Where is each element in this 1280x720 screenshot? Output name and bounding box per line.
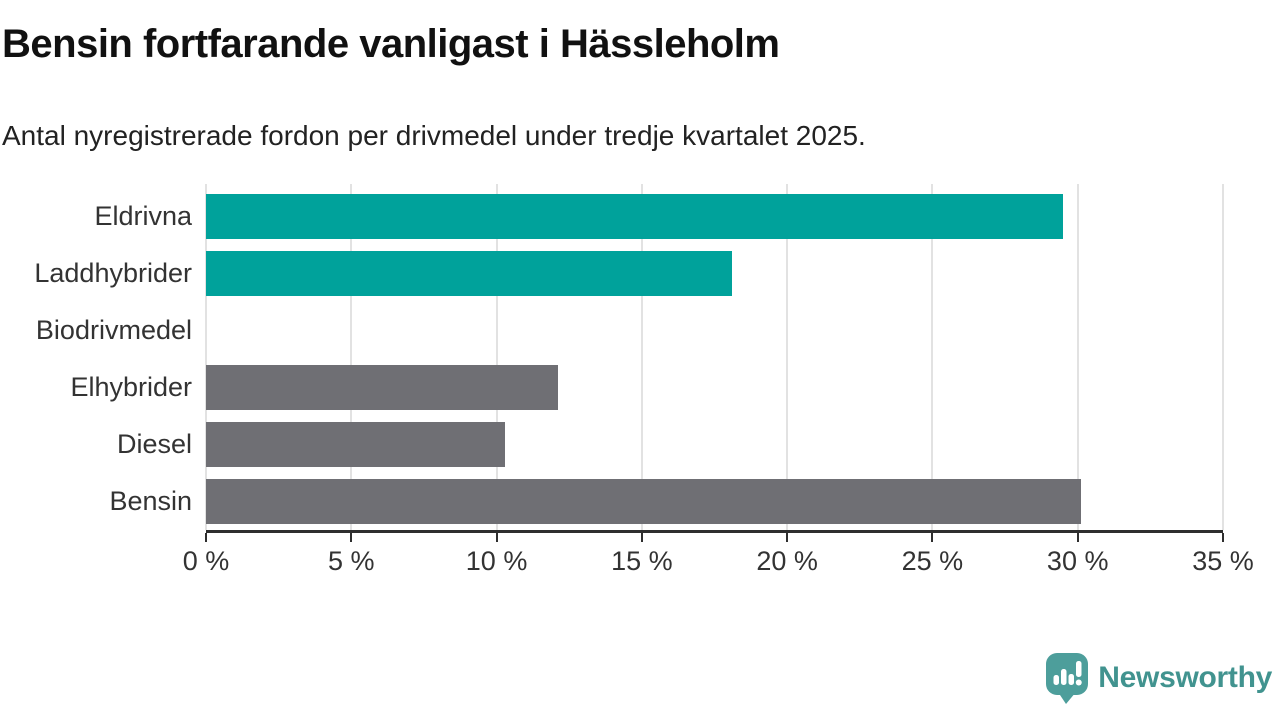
- x-axis-tick-label: 20 %: [756, 546, 818, 576]
- chart-title: Bensin fortfarande vanligast i Hässlehol…: [2, 22, 780, 66]
- x-axis-tick: [350, 533, 353, 542]
- gridline-5pct: [350, 184, 353, 530]
- gridline-10pct: [495, 184, 498, 530]
- x-axis-tick-label: 25 %: [901, 546, 964, 576]
- gridline-15pct: [640, 184, 643, 530]
- y-axis-label-bensin: Bensin: [109, 486, 192, 516]
- x-axis-tick: [640, 533, 643, 542]
- bar-eldrivna: [206, 194, 1064, 239]
- x-axis-tick: [495, 533, 498, 542]
- bar-elhybrider: [206, 365, 558, 410]
- x-axis-tick-label: 10 %: [465, 546, 528, 576]
- y-axis-label-elhybrider: Elhybrider: [70, 372, 192, 402]
- x-axis: 0 % 5 % 10 % 15 % 20 % 25 % 30 % 35 %: [183, 530, 1254, 580]
- bar-laddhybrider: [206, 251, 732, 296]
- y-axis-label-biodrivmedel: Biodrivmedel: [35, 315, 192, 345]
- x-axis-tick-label: 5 %: [328, 546, 375, 576]
- x-axis-tick: [931, 533, 934, 542]
- gridline-0pct: [205, 184, 207, 530]
- gridline-30pct: [1076, 184, 1079, 530]
- x-axis-tick: [205, 533, 207, 542]
- bar-bensin: [206, 479, 1081, 524]
- plot-area: [205, 184, 1224, 530]
- x-axis-tick: [786, 533, 789, 542]
- y-axis-label-laddhybrider: Laddhybrider: [34, 258, 192, 288]
- x-axis-tick-label: 15 %: [611, 546, 673, 576]
- y-axis-labels: Eldrivna Laddhybrider Biodrivmedel Elhybrid…: [0, 188, 192, 530]
- y-axis-label-diesel: Diesel: [116, 429, 192, 459]
- x-axis-tick-label: 30 %: [1046, 546, 1109, 576]
- x-axis-tick: [1076, 533, 1079, 542]
- newsworthy-logo-text: Newsworthy: [1098, 661, 1272, 694]
- x-axis-tick-label: 35 %: [1192, 546, 1254, 576]
- gridline-25pct: [931, 184, 934, 530]
- chart-subtitle: Antal nyregistrerade fordon per drivmede…: [2, 120, 866, 151]
- x-axis-line: [206, 530, 1223, 533]
- newsworthy-logo: Newsworthy: [1044, 652, 1272, 704]
- y-axis-label-eldrivna: Eldrivna: [94, 201, 192, 231]
- x-axis-tick: [1222, 533, 1224, 542]
- x-axis-tick-label: 0 %: [182, 546, 230, 576]
- bar-diesel: [206, 422, 506, 467]
- gridline-35pct: [1222, 184, 1224, 530]
- gridline-20pct: [786, 184, 789, 530]
- newsworthy-logo-icon: [1046, 653, 1089, 704]
